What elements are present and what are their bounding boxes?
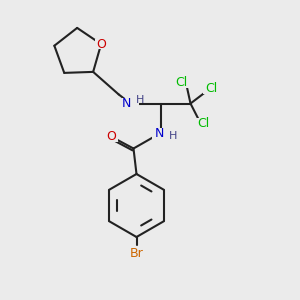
Text: H: H [169,131,177,141]
Text: H: H [136,95,144,105]
Text: Cl: Cl [206,82,218,95]
FancyBboxPatch shape [152,128,169,140]
FancyBboxPatch shape [104,131,118,142]
FancyBboxPatch shape [127,248,146,260]
FancyBboxPatch shape [195,118,212,129]
Text: N: N [122,97,132,110]
FancyBboxPatch shape [203,83,220,94]
Text: O: O [96,38,106,51]
FancyBboxPatch shape [173,77,190,88]
Text: Cl: Cl [176,76,188,89]
Text: O: O [106,130,116,143]
Text: N: N [154,127,164,140]
FancyBboxPatch shape [122,98,139,110]
Text: Br: Br [130,247,143,260]
FancyBboxPatch shape [94,39,108,50]
Text: Cl: Cl [197,117,209,130]
